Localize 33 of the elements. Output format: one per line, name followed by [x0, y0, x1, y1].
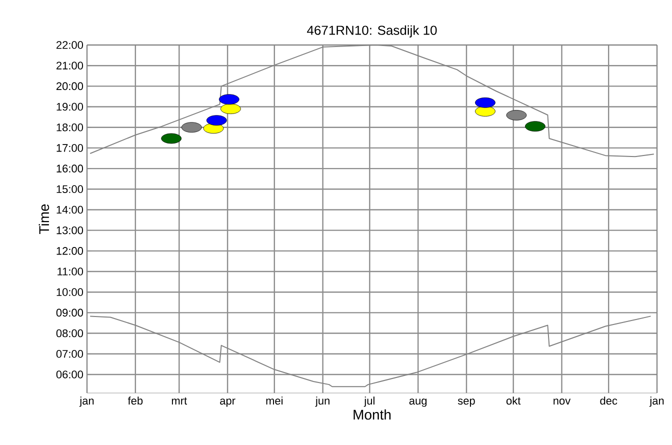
x-tick-label: jul	[364, 396, 374, 407]
y-tick-label: 11:00	[58, 268, 84, 276]
x-tick-label: dec	[600, 396, 618, 405]
x-tick-label: mei	[266, 396, 283, 405]
y-axis-title: Time	[38, 204, 50, 234]
y-tick-label: 15:00	[56, 185, 84, 194]
y-tick-label: 14:00	[56, 206, 84, 214]
x-tick-label: sep	[458, 398, 475, 407]
y-tick-label: 13:00	[56, 226, 84, 234]
y-tick-label: 10:00	[56, 288, 84, 296]
x-tick-label: okt	[506, 396, 521, 405]
x-tick-label: jan	[79, 396, 94, 407]
y-tick-label: 08:00	[56, 329, 84, 338]
y-tick-label: 16:00	[56, 164, 84, 172]
y-tick-label: 18:00	[56, 123, 84, 132]
x-axis-title: Month	[354, 409, 391, 420]
x-tick-label: jun	[315, 396, 330, 407]
y-tick-label: 22:00	[56, 41, 84, 49]
y-tick-label: 06:00	[56, 370, 84, 378]
x-tick-label: feb	[128, 396, 143, 405]
y-tick-label: 12:00	[56, 247, 84, 255]
x-tick-label: aug	[409, 398, 427, 407]
x-tick-label: apr	[220, 398, 236, 407]
y-tick-label: 21:00	[56, 62, 84, 70]
y-tick-label: 09:00	[56, 308, 84, 317]
chart-title: 4671RN10: Sasdijk 10	[307, 25, 437, 38]
y-tick-label: 19:00	[56, 102, 84, 111]
y-tick-label: 07:00	[56, 350, 84, 358]
x-tick-label: mrt	[172, 397, 188, 405]
x-tick-label: nov	[554, 398, 571, 405]
x-tick-label: jan	[649, 396, 664, 407]
y-tick-label: 17:00	[56, 144, 84, 152]
y-tick-label: 20:00	[56, 82, 84, 90]
